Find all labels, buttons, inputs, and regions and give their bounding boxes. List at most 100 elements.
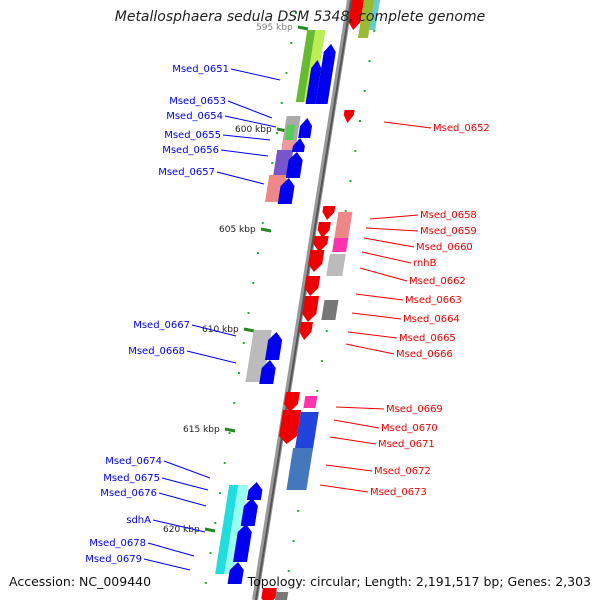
reverse-gene-label: Msed_0673 <box>370 487 427 498</box>
forward-gene-label: Msed_0679 <box>85 554 142 565</box>
leader-line <box>191 324 237 337</box>
reverse-gene-label: Msed_0664 <box>403 314 460 325</box>
leader-line <box>220 149 269 157</box>
reverse-gene-arrow <box>313 236 329 252</box>
guide-dot-left <box>223 462 226 464</box>
guide-dot-left <box>219 492 221 494</box>
gc-skew-block <box>357 0 374 38</box>
guide-dot-left <box>242 342 245 344</box>
guide-dot-left <box>214 522 217 524</box>
leader-line <box>230 68 281 81</box>
guide-dot-right <box>316 390 319 392</box>
leader-line <box>227 100 273 119</box>
reverse-gene-label: Msed_0669 <box>386 404 443 415</box>
gc-skew-block <box>284 125 296 140</box>
guide-dot-right <box>359 120 361 122</box>
ruler-label: 595 kbp <box>256 23 293 33</box>
guide-dot-left <box>295 12 297 14</box>
gc-skew-block <box>332 238 349 252</box>
reverse-gene-label: Msed_0660 <box>416 242 473 253</box>
reverse-gene-arrow <box>278 410 302 444</box>
forward-gene-arrow <box>259 360 276 384</box>
guide-dot-left <box>233 402 236 404</box>
reverse-gene-label: Msed_0665 <box>399 333 456 344</box>
gc-skew-block <box>303 396 318 408</box>
leader-line <box>143 558 191 571</box>
guide-dot-right <box>292 540 295 542</box>
reverse-gene-label: Msed_0672 <box>374 466 431 477</box>
map-title: Metallosphaera sedula DSM 5348, complete… <box>114 9 486 25</box>
leader-line <box>369 214 419 220</box>
leader-line <box>325 464 373 472</box>
gc-skew-block <box>286 448 314 490</box>
leader-line <box>361 251 412 264</box>
reverse-gene-arrow <box>284 392 300 412</box>
ruler-label: 610 kbp <box>202 325 239 335</box>
forward-gene-label: sdhA <box>126 515 151 526</box>
gc-skew-block <box>321 300 339 320</box>
leader-line <box>329 436 377 445</box>
reverse-gene-arrow <box>304 276 321 296</box>
ruler-label: 620 kbp <box>163 525 200 535</box>
leader-line <box>161 477 209 491</box>
guide-dot-right <box>287 570 290 572</box>
guide-dot-left <box>276 132 278 134</box>
forward-gene-arrow <box>240 498 258 526</box>
reverse-gene-arrow <box>299 322 314 340</box>
forward-gene-arrow <box>277 178 295 204</box>
guide-dot-left <box>261 222 264 224</box>
leader-line <box>163 460 211 479</box>
gc-skew-block <box>294 412 319 450</box>
gc-skew-block <box>334 212 353 238</box>
forward-gene-arrow <box>305 60 322 104</box>
guide-dot-left <box>271 162 274 164</box>
reverse-gene-label: Msed_0662 <box>409 276 466 287</box>
reverse-gene-label: Msed_0658 <box>420 210 477 221</box>
guide-dot-left <box>252 282 255 284</box>
leader-line <box>335 406 385 410</box>
forward-gene-arrow <box>233 524 252 562</box>
guide-dot-left <box>209 552 212 554</box>
leader-line <box>351 312 402 320</box>
leader-line <box>152 519 206 533</box>
leader-line <box>158 492 207 507</box>
reverse-gene-label: Msed_0670 <box>381 423 438 434</box>
leader-line <box>224 115 277 128</box>
ruler-tick <box>243 327 255 333</box>
forward-gene-arrow <box>315 44 336 104</box>
guide-dot-right <box>363 90 366 92</box>
leader-line <box>363 237 415 248</box>
forward-gene-label: Msed_0656 <box>162 145 219 156</box>
forward-gene-label: Msed_0668 <box>128 346 185 357</box>
guide-dot-left <box>290 42 293 44</box>
reverse-gene-arrow <box>348 0 365 30</box>
reverse-gene-label: Msed_0652 <box>433 123 490 134</box>
leader-line <box>333 419 380 429</box>
forward-gene-arrow <box>265 332 283 360</box>
gc-skew-block <box>281 140 295 150</box>
forward-gene-arrow <box>285 152 303 178</box>
ruler-label: 600 kbp <box>235 125 272 135</box>
reverse-gene-arrow <box>302 296 320 322</box>
gc-skew-block <box>274 592 289 600</box>
reverse-gene-arrow <box>317 222 331 238</box>
guide-dot-left <box>247 312 250 314</box>
forward-gene-label: Msed_0651 <box>172 64 229 75</box>
guide-dot-left <box>280 102 283 104</box>
leader-line <box>355 293 404 301</box>
leader-line <box>345 343 395 355</box>
forward-gene-arrow <box>246 482 263 500</box>
forward-gene-label: Msed_0654 <box>166 111 223 122</box>
reverse-gene-arrow <box>343 110 355 123</box>
ruler-tick <box>297 25 309 31</box>
reverse-gene-label: Msed_0659 <box>420 226 477 237</box>
leader-line <box>347 331 398 339</box>
forward-gene-label: Msed_0653 <box>169 96 226 107</box>
guide-dot-right <box>368 60 371 62</box>
ruler-tick <box>260 227 272 233</box>
leader-line <box>359 267 408 282</box>
guide-dot-right <box>321 360 323 362</box>
leader-line <box>147 542 195 557</box>
guide-dot-right <box>325 330 328 332</box>
